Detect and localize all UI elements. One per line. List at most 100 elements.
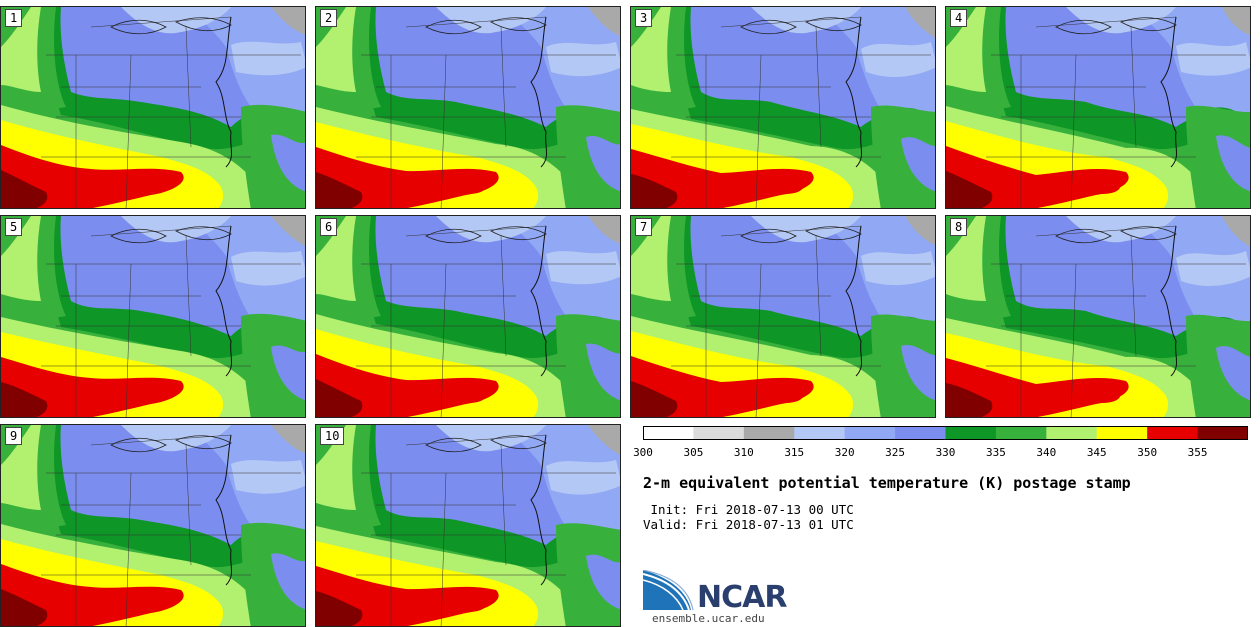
field-blob bbox=[1045, 186, 1069, 198]
chart-title: 2-m equivalent potential temperature (K)… bbox=[643, 474, 1131, 492]
field-355 bbox=[316, 566, 499, 626]
field-315 bbox=[546, 460, 620, 495]
colorbar-swatch bbox=[1147, 426, 1199, 440]
field-blob bbox=[414, 186, 438, 198]
field-ocean-blue bbox=[586, 135, 620, 192]
field-310 bbox=[1222, 216, 1250, 247]
field-360 bbox=[946, 171, 993, 208]
field-blob bbox=[416, 395, 440, 407]
field-blob bbox=[100, 604, 124, 616]
member-map bbox=[631, 216, 935, 417]
colorbar-swatch bbox=[1197, 426, 1248, 440]
boundary-line bbox=[440, 263, 447, 417]
member-panel-5: 5 bbox=[0, 215, 306, 418]
field-blob bbox=[133, 598, 169, 612]
field-345 bbox=[1, 216, 41, 301]
colorbar-swatch bbox=[895, 426, 946, 440]
field-blob bbox=[101, 186, 125, 198]
lake-outline bbox=[175, 435, 232, 450]
lake-outline bbox=[110, 437, 167, 453]
field-blob bbox=[450, 389, 486, 403]
field-315 bbox=[861, 42, 935, 77]
field-345 bbox=[316, 425, 356, 510]
lake-outline bbox=[1055, 19, 1112, 35]
member-label: 4 bbox=[950, 9, 968, 27]
boundary-line bbox=[440, 54, 447, 208]
member-map bbox=[1, 7, 305, 208]
field-315 bbox=[121, 425, 231, 452]
field-310 bbox=[271, 425, 305, 454]
colorbar-tick-label: 330 bbox=[935, 446, 956, 459]
field-360 bbox=[631, 381, 678, 417]
colorbar-swatch bbox=[995, 426, 1047, 440]
field-blob bbox=[1084, 389, 1120, 403]
member-label: 3 bbox=[635, 9, 653, 27]
colorbar-swatch bbox=[794, 426, 846, 440]
field-310 bbox=[905, 7, 935, 38]
member-map bbox=[946, 7, 1250, 208]
boundary-line bbox=[755, 54, 762, 208]
field-ocean-blue bbox=[1216, 346, 1250, 401]
colorbar-tick-label: 325 bbox=[885, 446, 906, 459]
colorbar-border bbox=[643, 426, 1248, 440]
field-360 bbox=[316, 379, 363, 417]
coastline bbox=[215, 225, 232, 377]
colorbar-tick-label: 345 bbox=[1086, 446, 1107, 459]
lake-outline bbox=[1120, 226, 1177, 241]
field-355 bbox=[316, 354, 499, 417]
field-blob bbox=[413, 604, 437, 616]
lake-outline bbox=[490, 17, 547, 32]
field-355 bbox=[631, 356, 814, 417]
member-label: 6 bbox=[320, 218, 338, 236]
colorbar-tick-label: 355 bbox=[1187, 446, 1208, 459]
field-blob bbox=[729, 395, 753, 407]
member-label: 10 bbox=[320, 427, 345, 445]
field-ocean-blue bbox=[271, 553, 305, 610]
field-blob bbox=[98, 395, 122, 407]
field-310 bbox=[905, 216, 935, 246]
lake-outline bbox=[110, 228, 167, 244]
coastline bbox=[845, 225, 862, 377]
colorbar bbox=[643, 426, 1248, 440]
lake-outline bbox=[1055, 228, 1112, 244]
field-ocean bbox=[1186, 105, 1250, 208]
field-345 bbox=[316, 7, 356, 92]
colorbar-tick-label: 310 bbox=[733, 446, 754, 459]
field-blob bbox=[133, 389, 169, 403]
member-map bbox=[946, 216, 1250, 417]
logo-wordmark: NCAR bbox=[697, 580, 787, 615]
field-ocean bbox=[241, 522, 305, 626]
field-345 bbox=[631, 216, 671, 301]
coastline bbox=[530, 16, 547, 168]
field-ocean-blue bbox=[586, 554, 620, 610]
field-315 bbox=[861, 251, 935, 286]
field-ocean bbox=[556, 314, 620, 417]
field-345 bbox=[631, 7, 671, 92]
field-blob bbox=[450, 180, 486, 194]
field-315 bbox=[231, 251, 305, 286]
colorbar-tick-label: 320 bbox=[834, 446, 855, 459]
field-ocean-blue bbox=[271, 134, 305, 192]
member-panel-7: 7 bbox=[630, 215, 936, 418]
lake-outline bbox=[740, 19, 797, 35]
member-label: 8 bbox=[950, 218, 968, 236]
field-310 bbox=[588, 425, 620, 455]
field-355 bbox=[1, 145, 184, 208]
logo-url: ensemble.ucar.edu bbox=[652, 612, 765, 625]
field-ocean-blue bbox=[901, 344, 935, 401]
field-310 bbox=[271, 216, 305, 246]
field-355 bbox=[631, 149, 814, 208]
lake-outline bbox=[805, 226, 862, 241]
lake-outline bbox=[805, 17, 862, 32]
member-label: 5 bbox=[5, 218, 23, 236]
coastline bbox=[845, 16, 862, 168]
field-blob bbox=[767, 180, 803, 194]
colorbar-tick-label: 300 bbox=[633, 446, 653, 459]
init-time: Init: Fri 2018-07-13 00 UTC bbox=[643, 502, 854, 517]
field-360 bbox=[316, 172, 363, 208]
field-315 bbox=[546, 42, 620, 77]
member-panel-10: 10 bbox=[315, 424, 621, 627]
colorbar-tick-label: 340 bbox=[1036, 446, 1057, 459]
lake-outline bbox=[490, 226, 547, 241]
lake-outline bbox=[425, 228, 482, 244]
